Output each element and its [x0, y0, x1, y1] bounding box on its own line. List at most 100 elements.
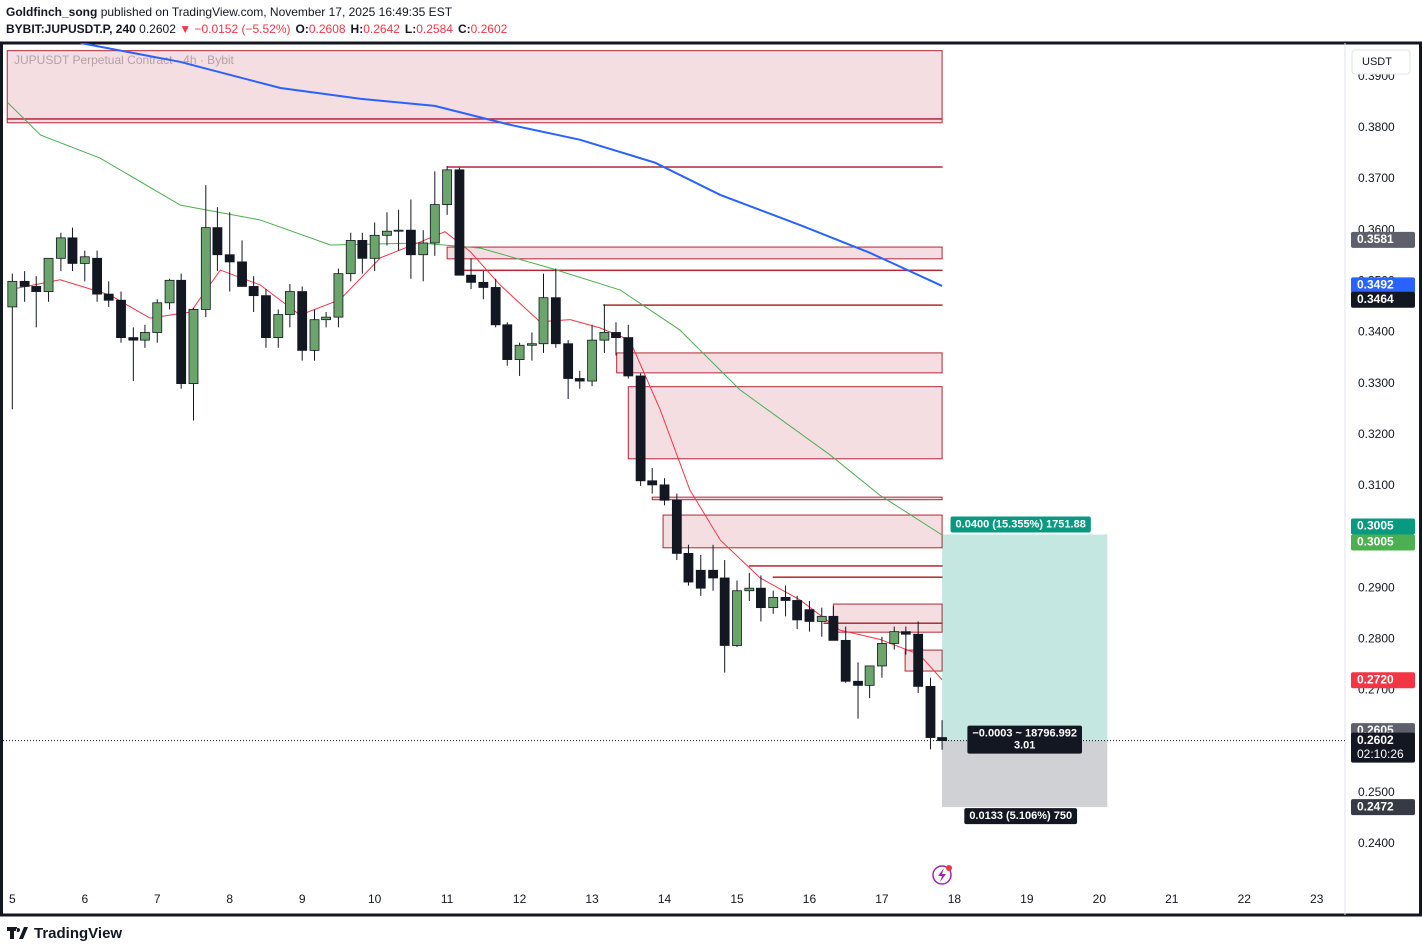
candle-body	[683, 553, 694, 583]
y-tick-label: 0.2900	[1358, 580, 1395, 594]
logo	[7, 927, 28, 939]
frame	[0, 41, 1422, 917]
zone	[446, 246, 943, 260]
zone	[616, 352, 943, 374]
moving-average	[7, 231, 943, 681]
header-line-2: BYBIT:JUPUSDT.P, 240 0.2602 ▼ −0.0152 (−…	[6, 22, 508, 36]
candle-body	[647, 480, 658, 486]
candle-body	[128, 337, 139, 341]
candle-body	[623, 337, 634, 377]
candle-body	[828, 615, 839, 641]
candle-body	[816, 615, 827, 622]
candle-body	[719, 577, 730, 646]
moving-average	[80, 43, 943, 287]
zone	[461, 269, 943, 272]
zone	[832, 603, 943, 633]
candle-body	[599, 332, 610, 341]
candle-body	[671, 499, 682, 554]
candle-body	[864, 665, 875, 686]
candle-body	[284, 291, 295, 315]
candle-body	[744, 587, 755, 592]
candle-body	[357, 240, 368, 259]
price-badge-label: 0.3581	[1357, 232, 1394, 246]
candle-body	[732, 590, 742, 646]
candle-body	[297, 291, 308, 351]
zone	[772, 576, 943, 578]
candle-body	[550, 297, 561, 345]
x-tick-label: 7	[154, 892, 161, 906]
target-label-box	[950, 516, 1091, 533]
price-badge	[1351, 799, 1415, 816]
y-tick-label: 0.2500	[1358, 785, 1395, 799]
zone	[662, 514, 943, 549]
candle-body	[345, 240, 356, 275]
y-tick-label: 0.2800	[1358, 632, 1395, 646]
y-tick-label: 0.3700	[1358, 171, 1395, 185]
candle-body	[514, 344, 525, 360]
candle-body	[574, 378, 585, 382]
x-tick-label: 14	[658, 892, 672, 906]
candle-body	[429, 204, 440, 244]
x-tick-label: 10	[368, 892, 382, 906]
symbol: BYBIT:JUPUSDT.P, 240	[6, 22, 136, 36]
candle-body	[563, 343, 574, 379]
candle-body	[913, 633, 924, 687]
candle-body	[200, 227, 211, 310]
x-tick-label: 22	[1238, 892, 1252, 906]
y-tick-label: 0.3200	[1358, 427, 1395, 441]
candle-body	[140, 332, 150, 341]
moving-average	[7, 102, 943, 536]
target-label: 0.0400 (15.355%) 1751.88	[950, 516, 1091, 533]
zone	[6, 50, 943, 124]
zone	[446, 166, 943, 168]
candle-body	[382, 230, 392, 236]
price-badge	[1351, 732, 1415, 763]
candle-body	[224, 254, 235, 263]
candle-body	[116, 299, 126, 338]
candle-body	[176, 279, 187, 385]
ohlc-value: 0.2602	[471, 22, 508, 36]
price-badge-label: 0.2472	[1357, 799, 1394, 813]
candle-body	[538, 297, 549, 345]
entry-label-text-2: 3.01	[1014, 740, 1035, 752]
price-badge-label: 0.3464	[1357, 292, 1394, 306]
x-tick-label: 11	[441, 892, 454, 906]
ohlc-value: 0.2584	[416, 22, 453, 36]
candle-body	[212, 227, 223, 256]
currency: USDT	[1362, 56, 1392, 68]
footer-brand: TradingView	[34, 925, 122, 942]
candle-body	[466, 274, 476, 283]
candle-body	[103, 293, 114, 301]
candle-body	[925, 685, 936, 738]
price-badge	[1351, 534, 1415, 551]
candle-body	[454, 169, 465, 276]
zone	[6, 118, 943, 120]
candle-body	[708, 569, 718, 579]
candle-body	[92, 257, 103, 295]
target-label-text: 0.0400 (15.355%) 1751.88	[956, 518, 1086, 530]
candle-body	[309, 319, 320, 351]
target-area	[942, 534, 1108, 741]
stop-label-text: 0.0133 (5.106%) 750	[969, 810, 1072, 822]
candle-body	[877, 643, 887, 667]
price-badge-label: 0.3492	[1357, 278, 1394, 292]
x-tick-label: 18	[948, 892, 962, 906]
stop-label-box	[964, 808, 1078, 825]
candle-body	[780, 596, 791, 601]
candle-body	[188, 309, 199, 385]
currency-box	[1351, 49, 1411, 75]
last-price: 0.2602	[139, 22, 176, 36]
publisher: Goldfinch_song	[6, 5, 97, 19]
candle-body	[369, 234, 380, 259]
ohlc-value: 0.2608	[309, 22, 346, 36]
candle-body	[659, 484, 670, 501]
price-badge-label: 0.3005	[1357, 519, 1394, 533]
x-tick-label: 8	[226, 892, 233, 906]
candle-body	[248, 286, 259, 297]
x-tick-label: 9	[299, 892, 306, 906]
candle-body	[261, 295, 271, 338]
ohlc-value: 0.2642	[363, 22, 400, 36]
ohlc-key: O:	[296, 22, 309, 36]
candle-body	[587, 339, 597, 382]
x-tick-label: 13	[585, 892, 599, 906]
